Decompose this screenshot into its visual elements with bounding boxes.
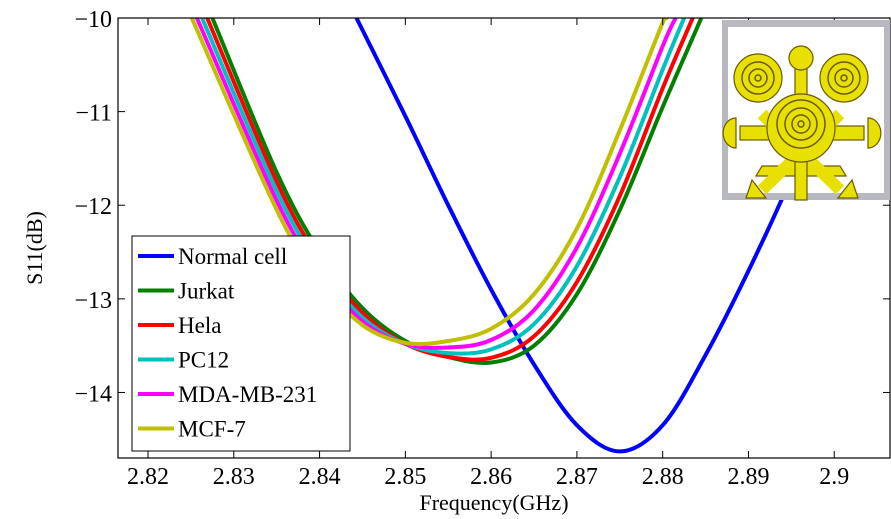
y-tick-label: −13 (74, 288, 112, 314)
series-line-jurkat (210, 18, 704, 365)
x-tick-label: 2.83 (213, 464, 255, 490)
y-tick-label: −14 (74, 381, 112, 407)
x-tick-label: 2.87 (556, 464, 598, 490)
tick-layer: 2.82 2.83 2.84 2.85 2.86 2.87 2.88 2.89 2.9 −10 −1… (74, 7, 890, 490)
legend-label: Hela (178, 313, 221, 338)
legend: Normal cell Jurkat Hela PC12 MDA-MB-231 MCF-7 (131, 235, 351, 452)
legend-label: PC12 (178, 348, 229, 373)
series-line-mda-mb-231 (195, 18, 678, 350)
legend-box (131, 235, 351, 452)
x-tick-label: 2.85 (384, 464, 426, 490)
x-tick-label: 2.89 (727, 464, 769, 490)
legend-label: MCF-7 (178, 417, 246, 442)
x-axis-label: Frequency(GHz) (419, 490, 568, 515)
series-line-hela (205, 18, 695, 362)
x-tick-label: 2.84 (299, 464, 341, 490)
series-line-normal-cell (354, 18, 841, 454)
series-line-pc12 (200, 18, 686, 356)
y-tick-label: −11 (75, 101, 112, 127)
x-tick-label: 2.82 (127, 464, 169, 490)
legend-label: Normal cell (178, 244, 287, 269)
legend-label: MDA-MB-231 (178, 382, 317, 407)
y-axis-label: S11(dB) (22, 211, 47, 285)
x-tick-label: 2.86 (470, 464, 512, 490)
sensor-layout-image (722, 20, 890, 201)
legend-label: Jurkat (178, 279, 235, 304)
x-tick-label: 2.88 (642, 464, 684, 490)
plot-frame (117, 17, 891, 459)
y-tick-label: −12 (74, 194, 112, 220)
y-tick-label: −10 (74, 7, 112, 33)
x-tick-label: 2.9 (819, 464, 849, 490)
